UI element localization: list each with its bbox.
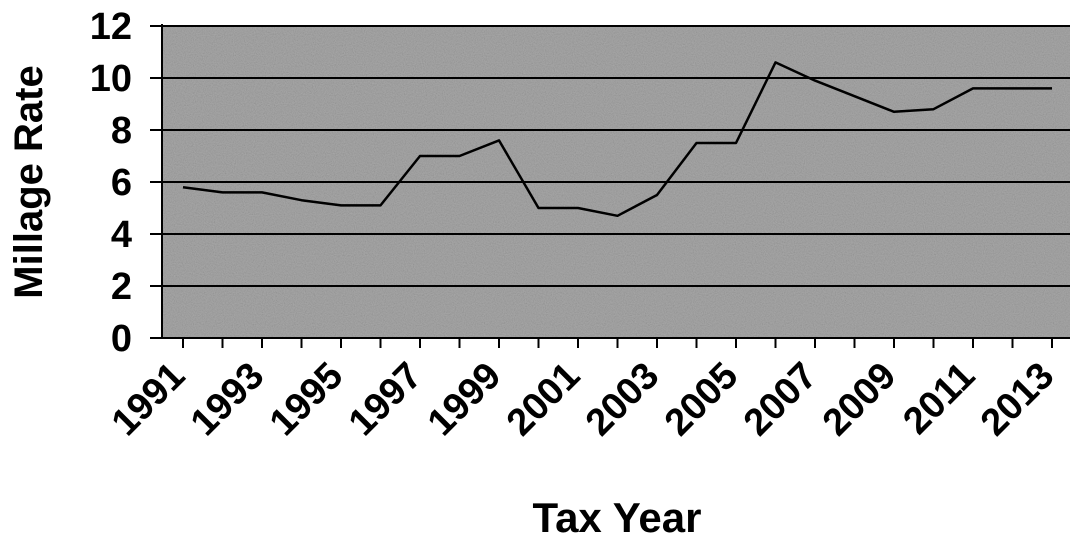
axes [150,24,1070,348]
x-tick-label: 2007 [736,355,825,444]
x-tick-label: 2005 [657,355,746,444]
x-tick-label: 1995 [262,355,351,444]
series-line [182,61,1052,218]
x-tick-label: 1997 [341,355,430,444]
x-tick-label: 1999 [420,355,509,444]
y-tick-label: 2 [111,266,132,308]
y-tick-label: 10 [90,58,132,100]
y-tick-label: 4 [111,214,132,256]
x-tick-label: 2001 [499,355,588,444]
y-tick-label: 8 [111,110,132,152]
y-tick-label: 0 [111,318,132,360]
x-axis-title: Tax Year [533,494,702,541]
series-group [182,61,1052,218]
y-tick-labels: 0 2 4 6 8 10 12 [90,6,132,360]
y-tick-label: 6 [111,162,132,204]
y-tick-label: 12 [90,6,132,48]
x-tick-labels: 1991199319951997199920012003200520072009… [104,355,1062,444]
x-tick-label: 2011 [895,355,983,443]
y-axis-title: Millage Rate [7,65,51,298]
x-tick-label: 1991 [104,355,193,444]
x-tick-label: 2003 [578,355,667,444]
x-tick-label: 2009 [815,355,904,444]
gridlines [162,25,1070,287]
x-tick-label: 2013 [973,355,1062,444]
x-tick-label: 1993 [183,355,272,444]
